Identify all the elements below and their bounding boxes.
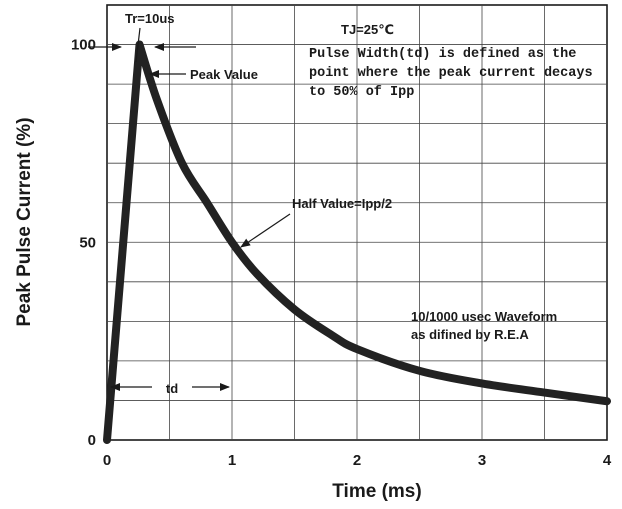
tr-leader: [135, 27, 141, 63]
x-tick-label: 1: [228, 452, 236, 469]
x-tick-label: 3: [478, 452, 486, 469]
x-tick-label: 4: [603, 452, 612, 469]
half-value-label: Half Value=Ipp/2: [292, 196, 392, 211]
x-tick-label: 2: [353, 452, 361, 469]
half-value-arrow: [240, 213, 291, 248]
pulse-width-note-line-2: point where the peak current decays: [309, 66, 593, 81]
waveform-curve: [103, 40, 611, 444]
y-tick-label: 0: [88, 432, 96, 449]
x-tick-labels: 0 1 2 3 4: [103, 452, 612, 469]
grid-lines: [107, 5, 607, 440]
waveform-note-line-2: as difined by R.E.A: [411, 327, 529, 342]
waveform-note-line-1: 10/1000 usec Waveform: [411, 309, 557, 324]
annotations: Tr=10us Peak Value Half Value=Ipp/2 td T…: [88, 11, 593, 396]
y-tick-labels: 0 50 100: [71, 37, 96, 449]
x-axis-title: Time (ms): [332, 481, 421, 502]
peak-label: Peak Value: [190, 67, 258, 82]
y-tick-label: 50: [79, 234, 96, 251]
pulse-width-note-line-3: to 50% of Ipp: [309, 85, 414, 100]
td-label: td: [166, 381, 178, 396]
pulse-width-note-line-1: Pulse Width(td) is defined as the: [309, 47, 576, 62]
y-axis-title: Peak Pulse Current (%): [14, 117, 35, 326]
y-tick-label: 100: [71, 37, 96, 54]
tj-label: TJ=25℃: [341, 22, 394, 37]
tr-label: Tr=10us: [125, 11, 175, 26]
x-tick-label: 0: [103, 452, 111, 469]
